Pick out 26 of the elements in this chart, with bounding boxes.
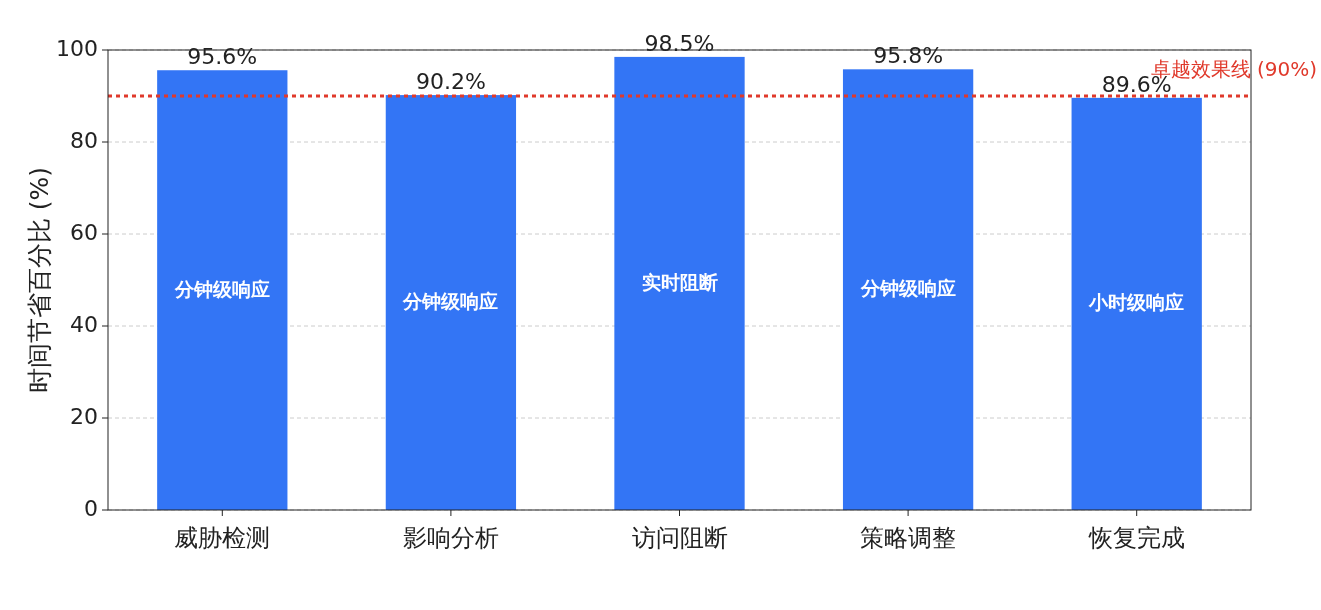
bar bbox=[614, 56, 745, 510]
y-axis-title: 时间节省百分比 (%) bbox=[25, 166, 54, 394]
x-tick-label: 恢复完成 bbox=[1087, 524, 1185, 552]
annotation: 实时阻断 bbox=[641, 270, 718, 293]
y-tick-label: 20 bbox=[70, 404, 98, 429]
y-tick-label: 60 bbox=[70, 220, 98, 245]
data-label: 90.2% bbox=[415, 69, 486, 95]
data-label: 98.5% bbox=[644, 30, 715, 56]
data-label: 95.8% bbox=[873, 43, 944, 69]
x-tick-label: 影响分析 bbox=[402, 524, 499, 552]
x-tick-label: 访问阻断 bbox=[631, 524, 728, 552]
annotation: 分钟级响应 bbox=[173, 277, 270, 300]
annotation: 小时级响应 bbox=[1088, 291, 1185, 314]
x-tick-label: 威胁检测 bbox=[174, 524, 271, 552]
data-label: 95.6% bbox=[187, 44, 258, 70]
x-tick-label: 策略调整 bbox=[860, 524, 957, 552]
y-tick-label: 100 bbox=[56, 36, 98, 61]
bar bbox=[1071, 97, 1202, 510]
bar bbox=[385, 95, 517, 510]
y-tick-label: 80 bbox=[70, 128, 98, 153]
bar bbox=[157, 70, 288, 510]
y-tick-label: 0 bbox=[84, 496, 98, 521]
bar bbox=[842, 69, 974, 510]
annotation: 分钟级响应 bbox=[402, 290, 499, 313]
y-tick-label: 40 bbox=[70, 312, 98, 337]
annotation: 分钟级响应 bbox=[859, 277, 956, 300]
